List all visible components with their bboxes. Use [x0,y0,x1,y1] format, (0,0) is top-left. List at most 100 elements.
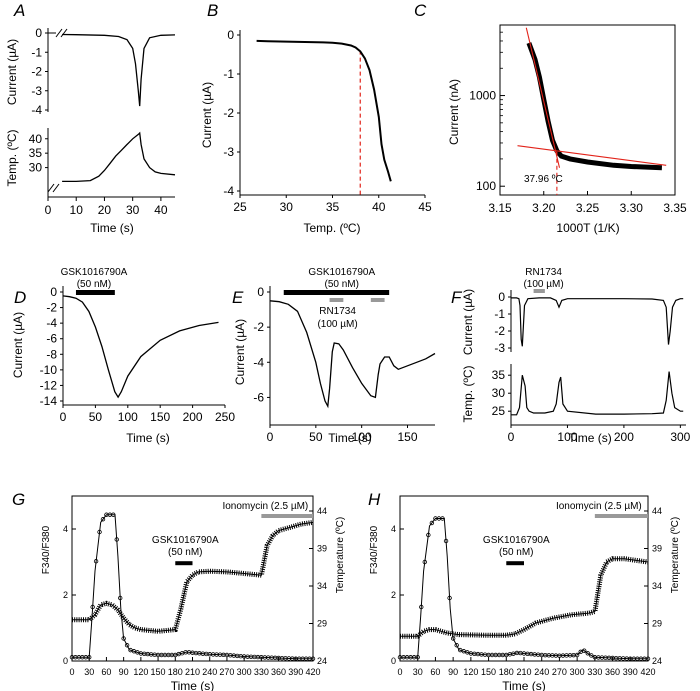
panel-B-iv-trace [256,39,392,182]
panel-A-bottom-y-tick-label: 30 [29,161,43,175]
panel-H-temp-marker [585,651,590,656]
panel-E-gsk-label: GSK1016790A [308,267,375,278]
panel-F-x-tick-label: 300 [670,430,690,444]
panel-H-yright-tick-label: 29 [652,619,662,629]
panel-H-temp-marker [426,532,431,538]
panel-C-ylabel: Current (nA) [447,79,461,145]
axis-break-mark [52,183,60,193]
panel-G-yright-tick-label: 44 [317,506,327,516]
panel-F-current-trace [511,297,684,347]
panel-label-F: F [451,288,463,307]
panel-A-top-y-tick-label: -2 [31,65,42,79]
panel-E-x-tick-label: 0 [267,430,274,444]
panel-B-y-tick-label: 0 [227,28,234,42]
panel-label-A: A [13,1,25,20]
panel-A-top-y-tick-label: 0 [35,26,42,40]
panel-G-x-tick-label: 150 [151,667,166,677]
panel-B-y-tick-label: -4 [223,184,234,198]
panel-G-x-tick-label: 270 [219,667,234,677]
panel-H-temp-marker [589,653,594,658]
panel-label-E: E [232,288,244,307]
panel-G-temp-marker [111,512,116,517]
panel-D-drug-bar [75,290,115,295]
panel-H-yright-tick-label: 44 [652,506,662,516]
panel-G-x-tick-label: 240 [202,667,217,677]
panel-G-gsk-conc: (50 nM) [168,547,202,558]
panel-E-rn-bar [370,298,385,302]
panel-C-fit-line [525,27,561,168]
panel-G-x-tick-label: 300 [237,667,252,677]
panel-E-x-tick-label: 100 [352,430,372,444]
panel-C-x-tick-label: 3.20 [532,201,556,215]
panel-A-temp-trace [62,131,176,183]
panel-G-x-tick-label: 180 [168,667,183,677]
panel-H-ionomycin-label: Ionomycin (2.5 µM) [556,501,642,512]
panel-D-x-tick-label: 250 [215,410,235,424]
panel-H-ratio-line [400,558,649,637]
panel-A-x-tick-label: 10 [70,203,84,217]
panel-F-bottom-y-tick-label: 30 [492,386,506,400]
panel-D-y-tick-label: -4 [46,316,57,330]
panel-H-x-tick-label: 390 [623,667,638,677]
panel-G-frame [71,495,314,662]
panel-F-top-ylabel: Current (µA) [461,289,475,355]
panel-F-top-y-tick-label: -3 [494,341,505,355]
panel-A-x-tick-label: 0 [45,203,52,217]
panel-E-y-tick-label: -6 [253,390,264,404]
panel-F-temp-trace [511,371,684,416]
panel-G-x-tick-label: 0 [69,667,74,677]
panel-A-x-tick-label: 20 [98,203,112,217]
panel-D-y-tick-label: -8 [46,347,57,361]
panel-H-x-tick-label: 0 [397,667,402,677]
panel-H-temp-marker [443,538,449,544]
panel-H-temp-marker [440,516,445,521]
panel-B-x-tick-label: 40 [372,200,386,214]
panel-label-H: H [368,490,381,509]
panel-D-x-tick-label: 150 [150,410,170,424]
panel-G-x-tick-label: 210 [185,667,200,677]
panel-E-x-tick-label: 150 [397,430,417,444]
panel-D-current-trace [62,295,219,399]
panel-H-temp-marker [645,656,651,661]
panel-A-top-y-tick-label: -3 [31,84,42,98]
panel-B-xlabel: Temp. (ºC) [303,221,360,235]
panel-A-top-ylabel: Current (µA) [5,39,19,105]
panel-G-x-tick-label: 90 [119,667,129,677]
panel-G-ionomycin-bar [261,514,313,518]
panel-C-annotation: 37.96 ºC [524,174,563,185]
panel-H-gsk-bar [506,561,524,566]
panel-G-temp-marker [124,643,130,648]
panel-D-x-tick-label: 100 [118,410,138,424]
panel-F-bottom-ylabel: Temp. (ºC) [461,365,475,422]
panel-E-ylabel: Current (µA) [233,319,247,385]
panel-H-yright-tick-label: 34 [652,581,662,591]
panel-C-y-tick-label: 1000 [469,89,496,103]
axis-break-mark [55,28,63,38]
panel-G-yright-tick-label: 24 [317,656,327,666]
panel-A-x-tick-label: 40 [154,203,168,217]
panel-B-y-tick-label: -2 [223,106,234,120]
panel-label-D: D [14,288,26,307]
panel-G-x-tick-label: 360 [271,667,286,677]
panel-F-rn-label: RN1734 [525,267,562,278]
panel-B-y-tick-label: -3 [223,145,234,159]
panel-G-y-tick-label: 4 [63,524,68,534]
panel-H-temp-marker [454,643,459,648]
panel-H-y-tick-label: 0 [391,656,396,666]
panel-H-x-tick-label: 30 [413,667,423,677]
panel-E-x-tick-label: 50 [309,430,323,444]
panel-B-x-tick-label: 30 [280,200,294,214]
panel-G-temp-trace [72,514,313,660]
panel-A-top-y-tick-label: -1 [31,45,42,59]
panel-A-bottom-ylabel: Temp. (ºC) [5,129,19,186]
panel-G-ratio-line [72,521,314,632]
panel-G-temp-marker [100,517,106,522]
panel-H-temp-marker [582,648,587,653]
panel-H-temp-marker [415,655,420,660]
panel-G-x-tick-label: 420 [305,667,320,677]
panel-A-top-y-tick-label: -4 [31,103,42,117]
panel-D-drug-label: GSK1016790A [61,267,128,278]
panel-H-xlabel: Time (s) [502,679,546,691]
panel-H-gsk-label: GSK1016790A [483,535,550,546]
